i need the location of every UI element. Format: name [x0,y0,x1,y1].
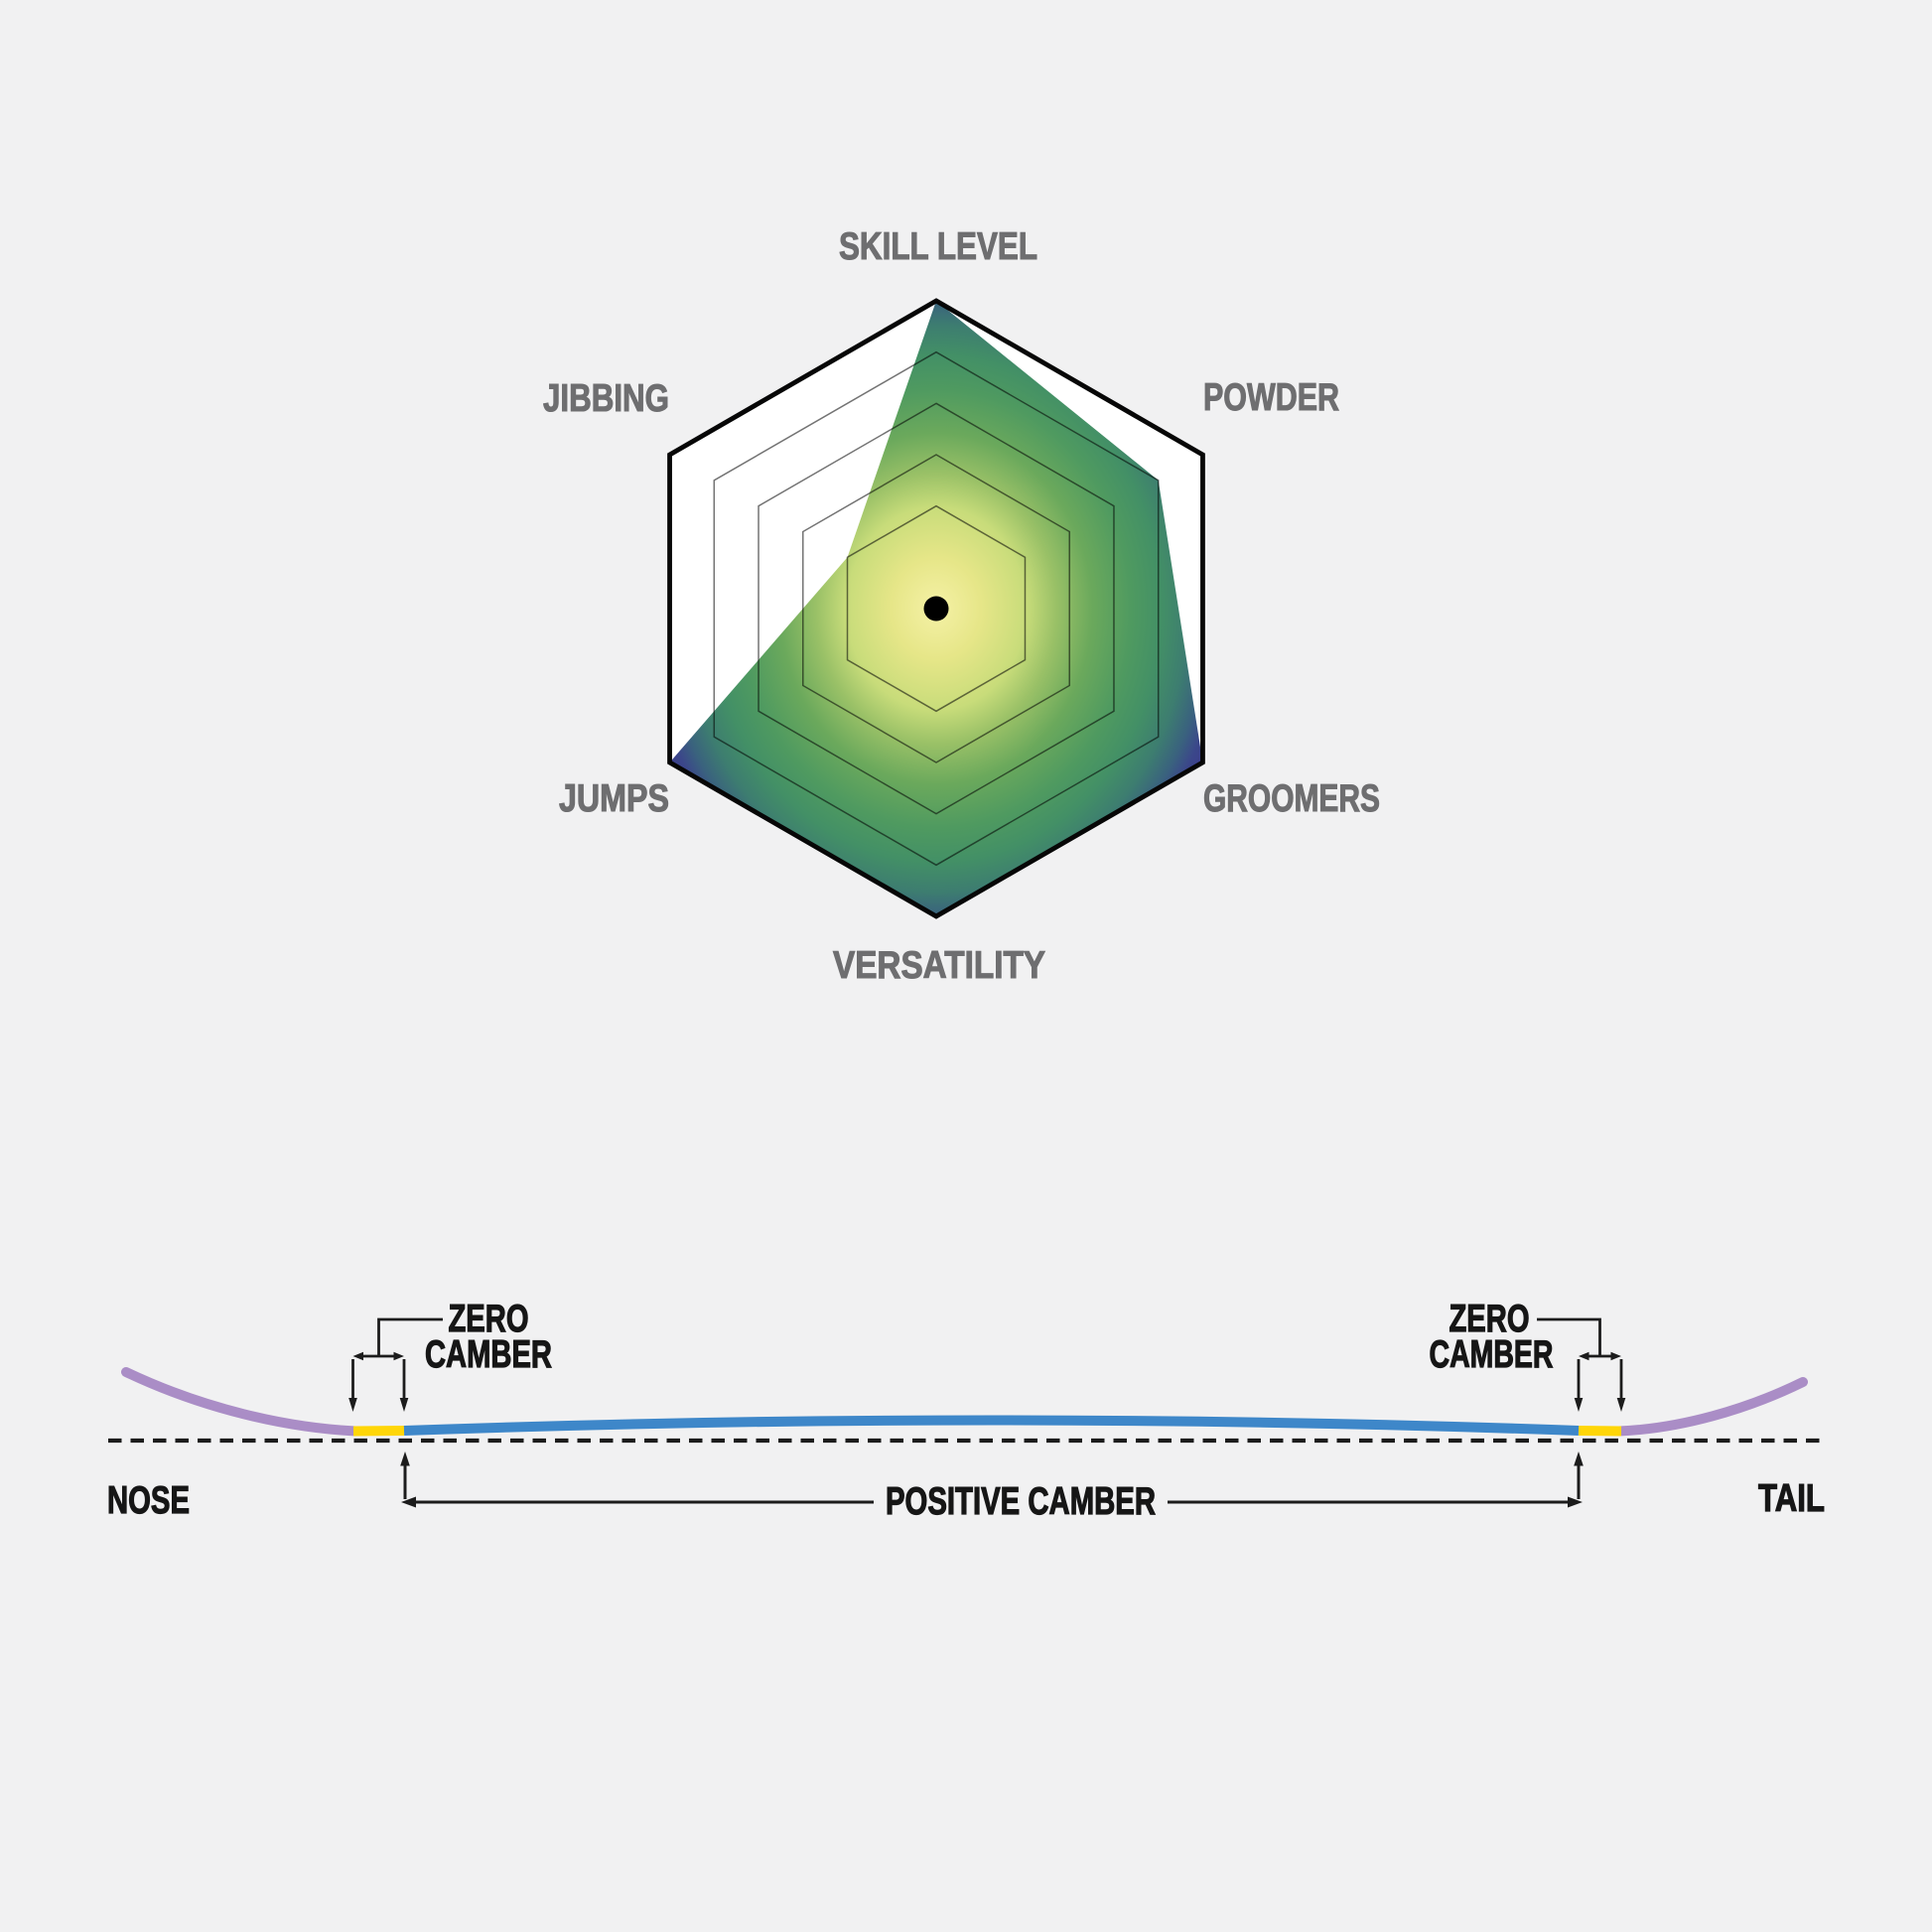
svg-text:ZERO: ZERO [1449,1298,1530,1340]
svg-text:POSITIVE CAMBER: POSITIVE CAMBER [886,1480,1156,1523]
svg-text:VERSATILITY: VERSATILITY [833,944,1045,987]
svg-text:GROOMERS: GROOMERS [1203,777,1380,820]
svg-text:CAMBER: CAMBER [1430,1333,1554,1376]
svg-text:POWDER: POWDER [1203,376,1339,419]
svg-text:JIBBING: JIBBING [543,377,669,420]
svg-text:TAIL: TAIL [1758,1477,1825,1520]
svg-text:ZERO: ZERO [449,1298,529,1340]
svg-text:CAMBER: CAMBER [425,1333,552,1376]
svg-text:JUMPS: JUMPS [559,777,669,820]
svg-text:SKILL LEVEL: SKILL LEVEL [839,225,1037,268]
svg-text:NOSE: NOSE [107,1479,190,1522]
